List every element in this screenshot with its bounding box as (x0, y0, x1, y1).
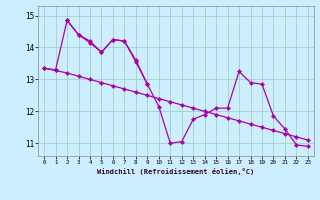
X-axis label: Windchill (Refroidissement éolien,°C): Windchill (Refroidissement éolien,°C) (97, 168, 255, 175)
